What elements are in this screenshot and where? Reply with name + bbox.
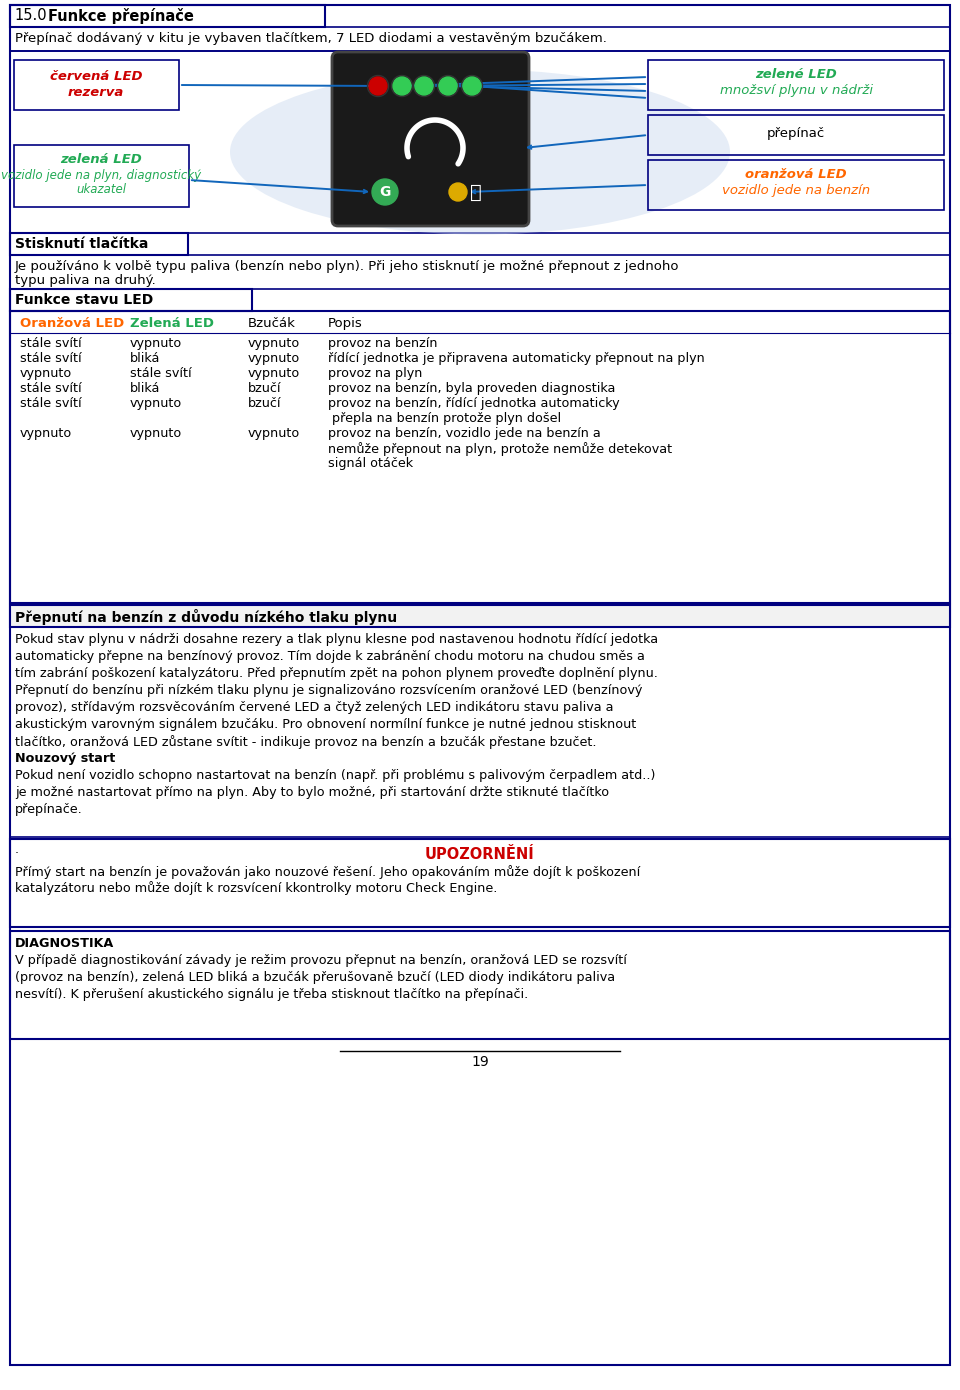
Text: .: .	[15, 842, 19, 856]
Text: provoz na benzín, řídící jednotka automaticky: provoz na benzín, řídící jednotka automa…	[328, 398, 619, 410]
Text: bliká: bliká	[130, 382, 160, 395]
Text: Bzučák: Bzučák	[248, 317, 296, 329]
Text: stále svítí: stále svítí	[20, 336, 82, 350]
Text: ⛽: ⛽	[470, 182, 482, 202]
Bar	[10, 51, 950, 234]
Circle shape	[415, 76, 433, 95]
Text: oranžová LED: oranžová LED	[745, 168, 847, 181]
Text: bliká: bliká	[130, 352, 160, 366]
Text: stále svítí: stále svítí	[20, 352, 82, 366]
Text: vypnuto: vypnuto	[248, 427, 300, 441]
Text: Přepnutí do benzínu při nízkém tlaku plynu je signalizováno rozsvícením oranžové: Přepnutí do benzínu při nízkém tlaku ply…	[15, 684, 642, 696]
Bar	[10, 6, 325, 26]
Circle shape	[439, 76, 457, 95]
Text: akustickým varovným signálem bzučáku. Pro obnovení normílní funkce je nutné jedn: akustickým varovným signálem bzučáku. Pr…	[15, 719, 636, 731]
Text: UPOZORNĚNÍ: UPOZORNĚNÍ	[425, 847, 535, 862]
Text: nesvítí). K přerušení akustického signálu je třeba stisknout tlačítko na přepína: nesvítí). K přerušení akustického signál…	[15, 988, 528, 1001]
Text: Stisknutí tlačítka: Stisknutí tlačítka	[15, 238, 149, 252]
Bar	[10, 840, 950, 927]
FancyBboxPatch shape	[332, 51, 529, 227]
Text: (provoz na benzín), zelená LED bliká a bzučák přerušovaně bzučí (LED diody indik: (provoz na benzín), zelená LED bliká a b…	[15, 972, 615, 984]
Text: Oranžová LED: Oranžová LED	[20, 317, 124, 329]
Text: automaticky přepne na benzínový provoz. Tím dojde k zabránění chodu motoru na ch: automaticky přepne na benzínový provoz. …	[15, 651, 645, 663]
Text: zelené LED: zelené LED	[756, 68, 837, 81]
Text: V případě diagnostikování závady je režim provozu přepnut na benzín, oranžová LE: V případě diagnostikování závady je reži…	[15, 954, 627, 967]
Text: vypnuto: vypnuto	[20, 427, 72, 441]
Bar	[648, 115, 944, 156]
Bar	[10, 311, 950, 603]
Text: 19: 19	[471, 1055, 489, 1069]
Text: vypnuto: vypnuto	[130, 398, 182, 410]
Text: provoz na benzín, vozidlo jede na benzín a: provoz na benzín, vozidlo jede na benzín…	[328, 427, 601, 441]
Text: je možné nastartovat přímo na plyn. Aby to bylo možné, při startování držte stik: je možné nastartovat přímo na plyn. Aby …	[15, 785, 610, 799]
Text: Přímý start na benzín je považován jako nouzové řešení. Jeho opakováním může doj: Přímý start na benzín je považován jako …	[15, 865, 640, 878]
Bar	[14, 145, 189, 207]
Circle shape	[393, 76, 411, 95]
Text: vypnuto: vypnuto	[248, 352, 300, 366]
Text: tlačítko, oranžová LED zůstane svítit - indikuje provoz na benzín a bzučák přest: tlačítko, oranžová LED zůstane svítit - …	[15, 735, 596, 749]
Circle shape	[449, 183, 467, 202]
Text: řídící jednotka je připravena automaticky přepnout na plyn: řídící jednotka je připravena automatick…	[328, 352, 705, 366]
Text: typu paliva na druhý.: typu paliva na druhý.	[15, 274, 156, 286]
Text: DIAGNOSTIKA: DIAGNOSTIKA	[15, 937, 114, 949]
Bar	[10, 627, 950, 837]
Text: vozidlo jede na plyn, diagnostický: vozidlo jede na plyn, diagnostický	[1, 170, 201, 182]
Text: signál otáček: signál otáček	[328, 457, 413, 470]
Bar	[10, 254, 950, 289]
Text: bzučí: bzučí	[248, 382, 281, 395]
Text: Nouzový start: Nouzový start	[15, 752, 115, 764]
Text: G: G	[379, 185, 391, 199]
Bar	[648, 160, 944, 210]
Text: provoz na plyn: provoz na plyn	[328, 367, 422, 379]
Bar	[10, 234, 188, 254]
Text: Popis: Popis	[328, 317, 363, 329]
Text: vypnuto: vypnuto	[248, 336, 300, 350]
Text: stále svítí: stále svítí	[130, 367, 192, 379]
Text: rezerva: rezerva	[68, 86, 124, 99]
Text: vypnuto: vypnuto	[130, 336, 182, 350]
Text: stále svítí: stále svítí	[20, 382, 82, 395]
Text: červená LED: červená LED	[50, 70, 142, 83]
Text: vozidlo jede na benzín: vozidlo jede na benzín	[722, 183, 870, 197]
Text: Funkce přepínače: Funkce přepínače	[48, 8, 194, 24]
Text: Funkce stavu LED: Funkce stavu LED	[15, 293, 154, 307]
Text: ukazatel: ukazatel	[76, 183, 126, 196]
Text: vypnuto: vypnuto	[248, 367, 300, 379]
Text: Je používáno k volbě typu paliva (benzín nebo plyn). Při jeho stisknutí je možné: Je používáno k volbě typu paliva (benzín…	[15, 260, 680, 272]
Text: přepínač: přepínač	[767, 126, 826, 140]
Bar	[14, 60, 179, 110]
Bar	[648, 60, 944, 110]
Text: zelená LED: zelená LED	[60, 153, 142, 165]
Text: vypnuto: vypnuto	[20, 367, 72, 379]
Text: přepla na benzín protože plyn došel: přepla na benzín protože plyn došel	[328, 411, 562, 425]
Text: Zelená LED: Zelená LED	[130, 317, 214, 329]
Circle shape	[463, 76, 481, 95]
Text: Přepínač dodávaný v kitu je vybaven tlačítkem, 7 LED diodami a vestavěným bzučák: Přepínač dodávaný v kitu je vybaven tlač…	[15, 32, 607, 44]
Circle shape	[369, 76, 387, 95]
Text: množsví plynu v nádrži: množsví plynu v nádrži	[719, 83, 873, 97]
Circle shape	[372, 179, 398, 204]
Text: nemůže přepnout na plyn, protože nemůže detekovat: nemůže přepnout na plyn, protože nemůže …	[328, 442, 672, 456]
Text: Pokud stav plynu v nádrži dosahne rezery a tlak plynu klesne pod nastavenou hodn: Pokud stav plynu v nádrži dosahne rezery…	[15, 632, 659, 646]
Text: přepínače.: přepínače.	[15, 803, 83, 816]
Text: tím zabrání poškození katalyzátoru. Před přepnutím zpět na pohon plynem proveďte: tím zabrání poškození katalyzátoru. Před…	[15, 667, 658, 680]
Text: 15.0: 15.0	[14, 8, 47, 24]
Text: provoz na benzín: provoz na benzín	[328, 336, 438, 350]
Text: provoz na benzín, byla proveden diagnostika: provoz na benzín, byla proveden diagnost…	[328, 382, 615, 395]
Text: Přepnutí na benzín z důvodu nízkého tlaku plynu: Přepnutí na benzín z důvodu nízkého tlak…	[15, 609, 397, 626]
Ellipse shape	[230, 70, 730, 235]
Text: Pokud není vozidlo schopno nastartovat na benzín (např. při problému s palivovým: Pokud není vozidlo schopno nastartovat n…	[15, 769, 656, 783]
Bar	[10, 26, 950, 51]
Bar	[10, 605, 950, 627]
Text: stále svítí: stále svítí	[20, 398, 82, 410]
Text: vypnuto: vypnuto	[130, 427, 182, 441]
Bar	[10, 289, 252, 311]
Text: bzučí: bzučí	[248, 398, 281, 410]
Text: provoz), střídavým rozsvěcováním červené LED a čtyž zelených LED indikátoru stav: provoz), střídavým rozsvěcováním červené…	[15, 701, 613, 714]
Text: katalyzátoru nebo může dojít k rozsvícení kkontrolky motoru Check Engine.: katalyzátoru nebo může dojít k rozsvícen…	[15, 881, 497, 895]
Bar	[10, 931, 950, 1038]
